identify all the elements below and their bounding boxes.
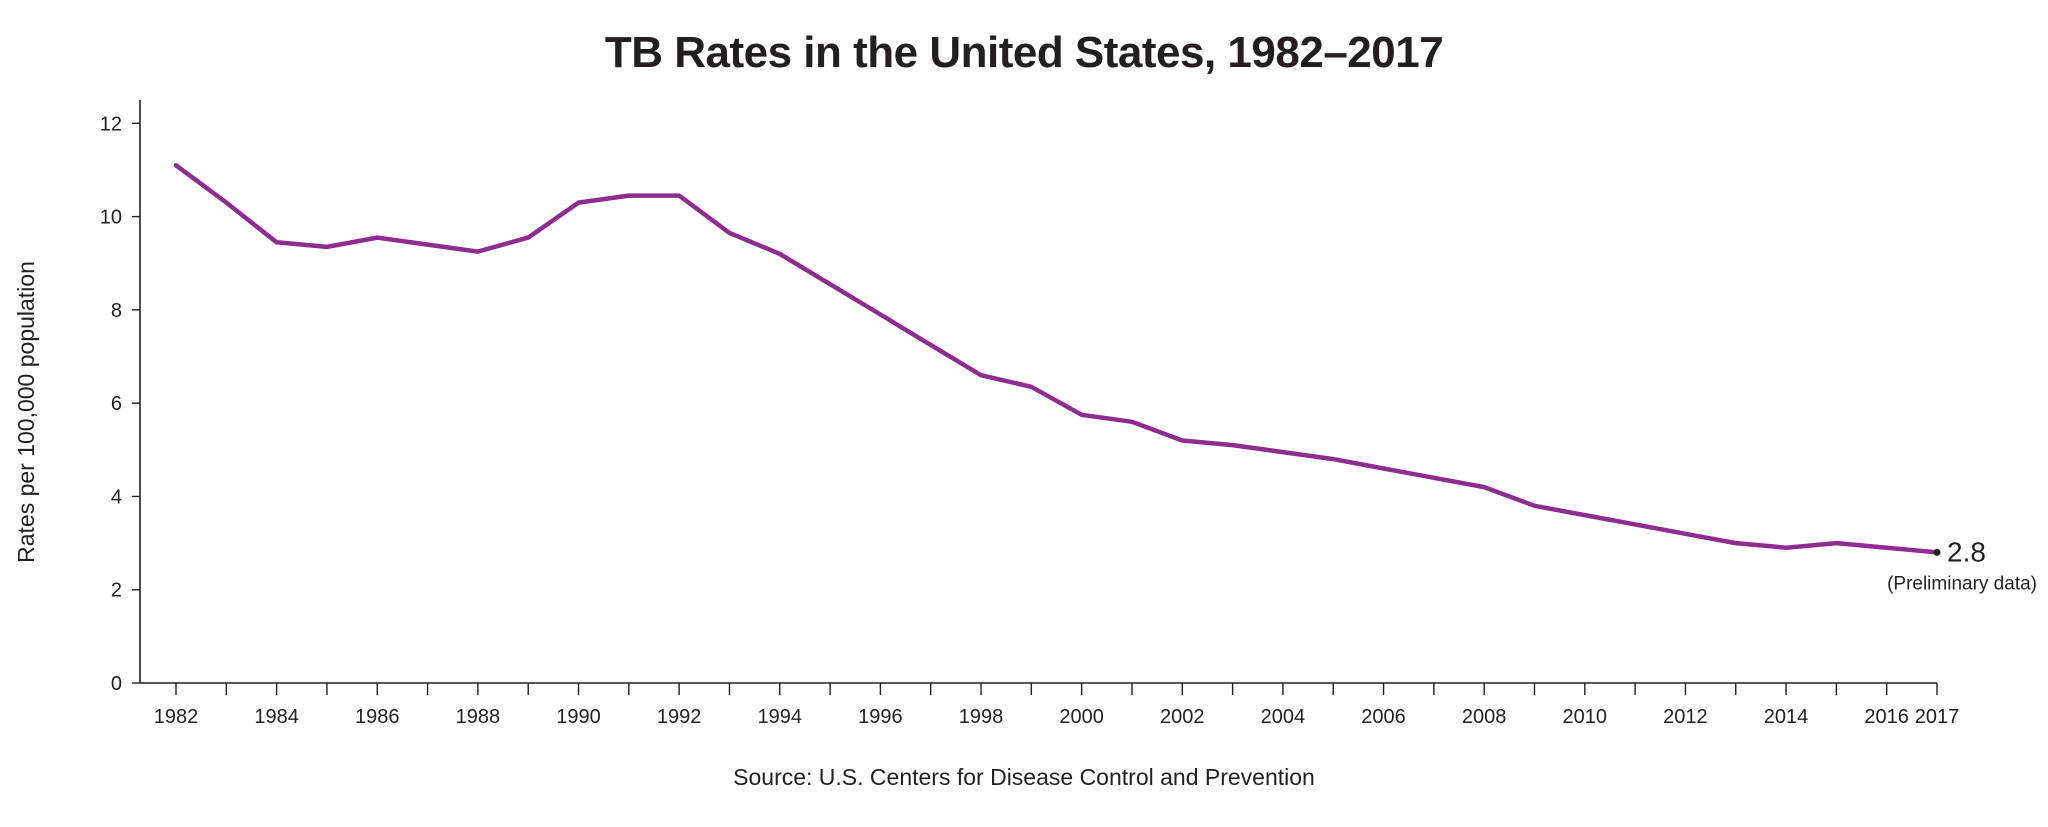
- x-tick-label: 1984: [254, 706, 299, 728]
- chart-source: Source: U.S. Centers for Disease Control…: [733, 764, 1315, 790]
- end-annotation: 2.8 (Preliminary data): [1887, 536, 2037, 594]
- x-tick-label: 2014: [1764, 706, 1809, 728]
- x-tick-label: 1982: [154, 706, 199, 728]
- x-tick-label: 2004: [1261, 706, 1306, 728]
- x-axis-ticks: 1982 1984 1986 1988 1990 1992 1994 1996 1998 2000…: [154, 683, 1960, 728]
- x-tick-label: 1990: [556, 706, 601, 728]
- x-tick-label: 2016: [1864, 706, 1909, 728]
- end-point-marker: [1933, 548, 1941, 556]
- x-tick-label: 1986: [355, 706, 400, 728]
- chart-title: TB Rates in the United States, 1982–2017: [604, 28, 1444, 77]
- y-axis-label-group: Rates per 100,000 population: [13, 261, 39, 563]
- x-tick-label: 2006: [1361, 706, 1406, 728]
- y-tick-label: 0: [111, 673, 122, 695]
- y-tick-label: 10: [100, 207, 122, 229]
- x-tick-label: 1994: [758, 706, 803, 728]
- y-tick-label: 8: [111, 300, 122, 322]
- series-layer: [173, 163, 1941, 556]
- y-axis-label: Rates per 100,000 population: [13, 261, 39, 563]
- end-value-label: 2.8: [1947, 536, 1986, 567]
- x-tick-label: 2008: [1462, 706, 1507, 728]
- x-tick-label: 1996: [858, 706, 903, 728]
- y-tick-label: 6: [111, 393, 122, 415]
- y-tick-label: 2: [111, 580, 122, 602]
- tb-rate-line: [173, 163, 1940, 555]
- x-tick-label: 2000: [1059, 706, 1104, 728]
- y-axis-ticks: 0 2 4 6 8 10 12: [100, 113, 140, 695]
- x-tick-label: 1988: [456, 706, 501, 728]
- x-tick-label: 1992: [657, 706, 702, 728]
- y-tick-label: 4: [111, 486, 122, 508]
- axes: [139, 100, 1937, 684]
- x-tick-label: 2012: [1663, 706, 1708, 728]
- x-tick-label: 2017: [1915, 706, 1960, 728]
- preliminary-data-note: (Preliminary data): [1887, 573, 2037, 594]
- x-tick-label: 2002: [1160, 706, 1205, 728]
- x-tick-label: 2010: [1563, 706, 1608, 728]
- y-tick-label: 12: [100, 113, 122, 135]
- x-tick-label: 1998: [959, 706, 1004, 728]
